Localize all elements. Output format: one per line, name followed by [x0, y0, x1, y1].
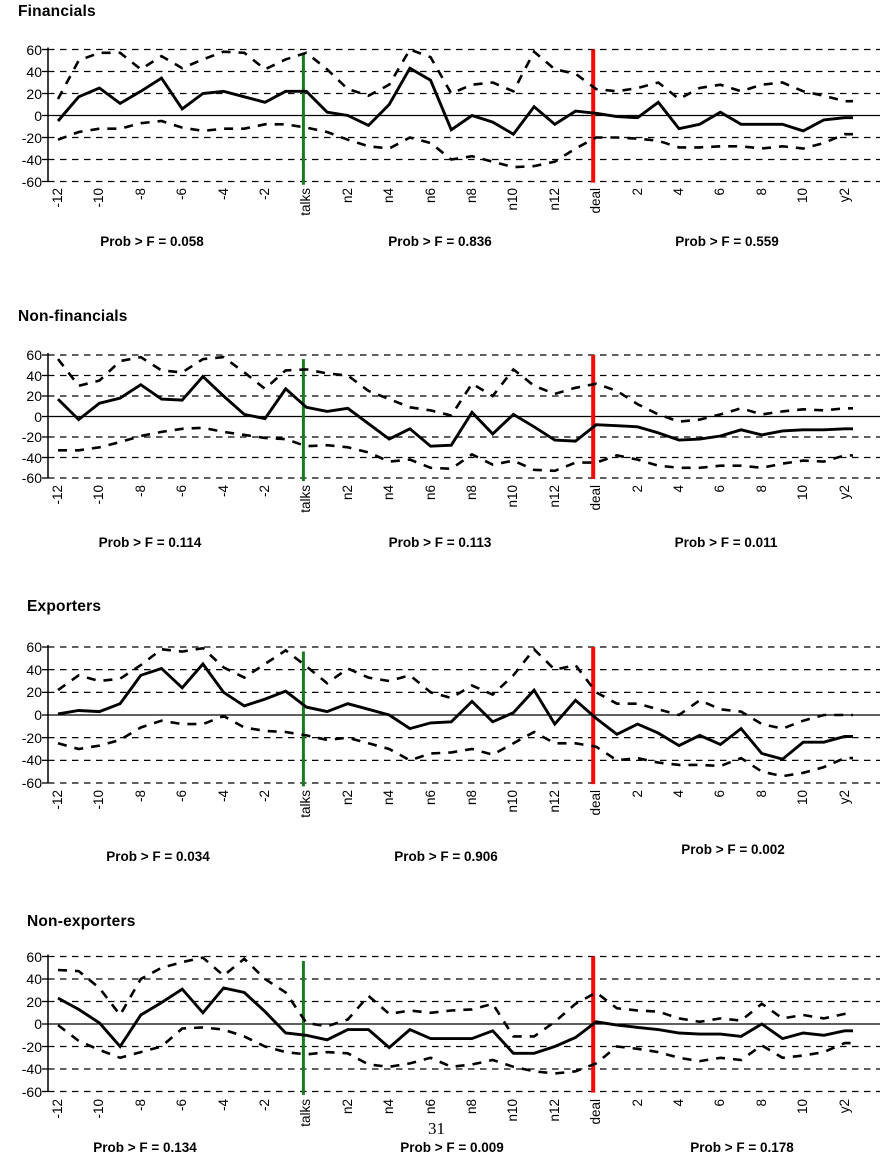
chart-plot [42, 47, 880, 185]
prob-f-label-mid: Prob > F = 0.906 [394, 849, 498, 864]
x-tick-label: talks [298, 1099, 314, 1127]
x-tick-label: n2 [339, 1099, 355, 1115]
y-tick-label: 60 [26, 41, 42, 58]
mean-line [57, 986, 853, 1055]
y-tick-label: -40 [21, 752, 42, 769]
y-tick-label: 0 [34, 1016, 42, 1032]
y-tick-label: 0 [34, 408, 42, 425]
chart-title: Non-exporters [27, 913, 136, 930]
y-tick-label: 20 [26, 993, 42, 1010]
prob-f-label-mid: Prob > F = 0.836 [388, 234, 492, 249]
y-tick-label: 60 [26, 639, 42, 655]
prob-f-label-pre: Prob > F = 0.114 [98, 535, 202, 550]
y-tick-label: 60 [26, 347, 42, 363]
x-tick-label: -12 [50, 1099, 65, 1119]
y-tick-label: 60 [26, 948, 42, 965]
y-tick-label: -20 [21, 1038, 42, 1055]
y-tick-label: 40 [26, 661, 42, 678]
x-tick-label: -4 [215, 1099, 231, 1112]
x-tick-label: -6 [174, 1099, 190, 1112]
chart-title: Financials [18, 3, 96, 20]
x-tick-label: 4 [671, 1099, 686, 1107]
x-tick-label: n4 [381, 1099, 397, 1115]
lower_band-line [57, 714, 853, 778]
x-tick-label: -10 [91, 1099, 107, 1119]
prob-f-label-post: Prob > F = 0.178 [690, 1140, 794, 1155]
y-tick-label: 0 [34, 707, 42, 723]
lower_band-line [58, 426, 853, 473]
y-tick-label: 20 [26, 684, 42, 701]
prob-f-label-mid: Prob > F = 0.113 [388, 535, 492, 550]
lower_band-line [57, 119, 853, 169]
x-tick-label: deal [588, 1099, 604, 1125]
y-tick-label: -40 [21, 449, 42, 466]
mean-line [56, 66, 853, 137]
y-tick-label: -60 [21, 1083, 42, 1100]
x-tick-label: n12 [546, 1099, 562, 1122]
x-tick-label: 8 [753, 1099, 769, 1107]
prob-f-label-pre: Prob > F = 0.134 [93, 1140, 197, 1155]
x-tick-label: n8 [464, 1099, 479, 1115]
prob-f-label-pre: Prob > F = 0.034 [106, 849, 210, 864]
mean-line [57, 661, 853, 761]
upper_band-line [57, 956, 853, 1038]
chart-plot [42, 353, 880, 482]
chart-title: Exporters [27, 598, 102, 615]
y-tick-label: 0 [34, 107, 42, 124]
x-tick-label: 2 [629, 1099, 645, 1107]
prob-f-label-mid: Prob > F = 0.009 [400, 1140, 504, 1155]
prob-f-label-post: Prob > F = 0.011 [674, 535, 778, 550]
prob-f-label-post: Prob > F = 0.002 [681, 842, 785, 857]
chart-title: Non-financials [18, 308, 128, 325]
x-tick-label: n10 [505, 1099, 521, 1122]
y-tick-label: -40 [21, 1061, 42, 1077]
chart-plot [42, 645, 880, 787]
chart-plot [42, 954, 880, 1095]
y-tick-label: -20 [21, 129, 42, 146]
y-tick-label: -20 [21, 429, 42, 445]
y-tick-label: -40 [21, 151, 42, 168]
upper_band-line [57, 646, 853, 730]
x-tick-label: 6 [712, 1099, 728, 1107]
y-tick-label: 40 [26, 367, 42, 384]
x-tick-label: 10 [795, 1099, 811, 1115]
x-tick-label: -8 [132, 1099, 148, 1112]
mean-line [56, 374, 853, 448]
prob-f-label-pre: Prob > F = 0.058 [100, 234, 204, 249]
x-tick-label: y2 [836, 1099, 852, 1114]
prob-f-label-post: Prob > F = 0.559 [675, 234, 779, 249]
upper_band-line [56, 47, 853, 103]
y-tick-label: -60 [21, 775, 42, 791]
y-tick-label: 40 [26, 63, 42, 80]
y-tick-label: 40 [26, 971, 42, 987]
page-number: 31 [428, 1119, 445, 1138]
lower_band-line [57, 1024, 853, 1075]
y-tick-label: -60 [21, 470, 42, 486]
y-tick-label: -60 [21, 173, 42, 190]
x-tick-label: -2 [257, 1099, 272, 1112]
y-tick-label: 20 [26, 85, 42, 102]
y-tick-label: 20 [26, 388, 42, 404]
y-tick-label: -20 [21, 729, 42, 746]
